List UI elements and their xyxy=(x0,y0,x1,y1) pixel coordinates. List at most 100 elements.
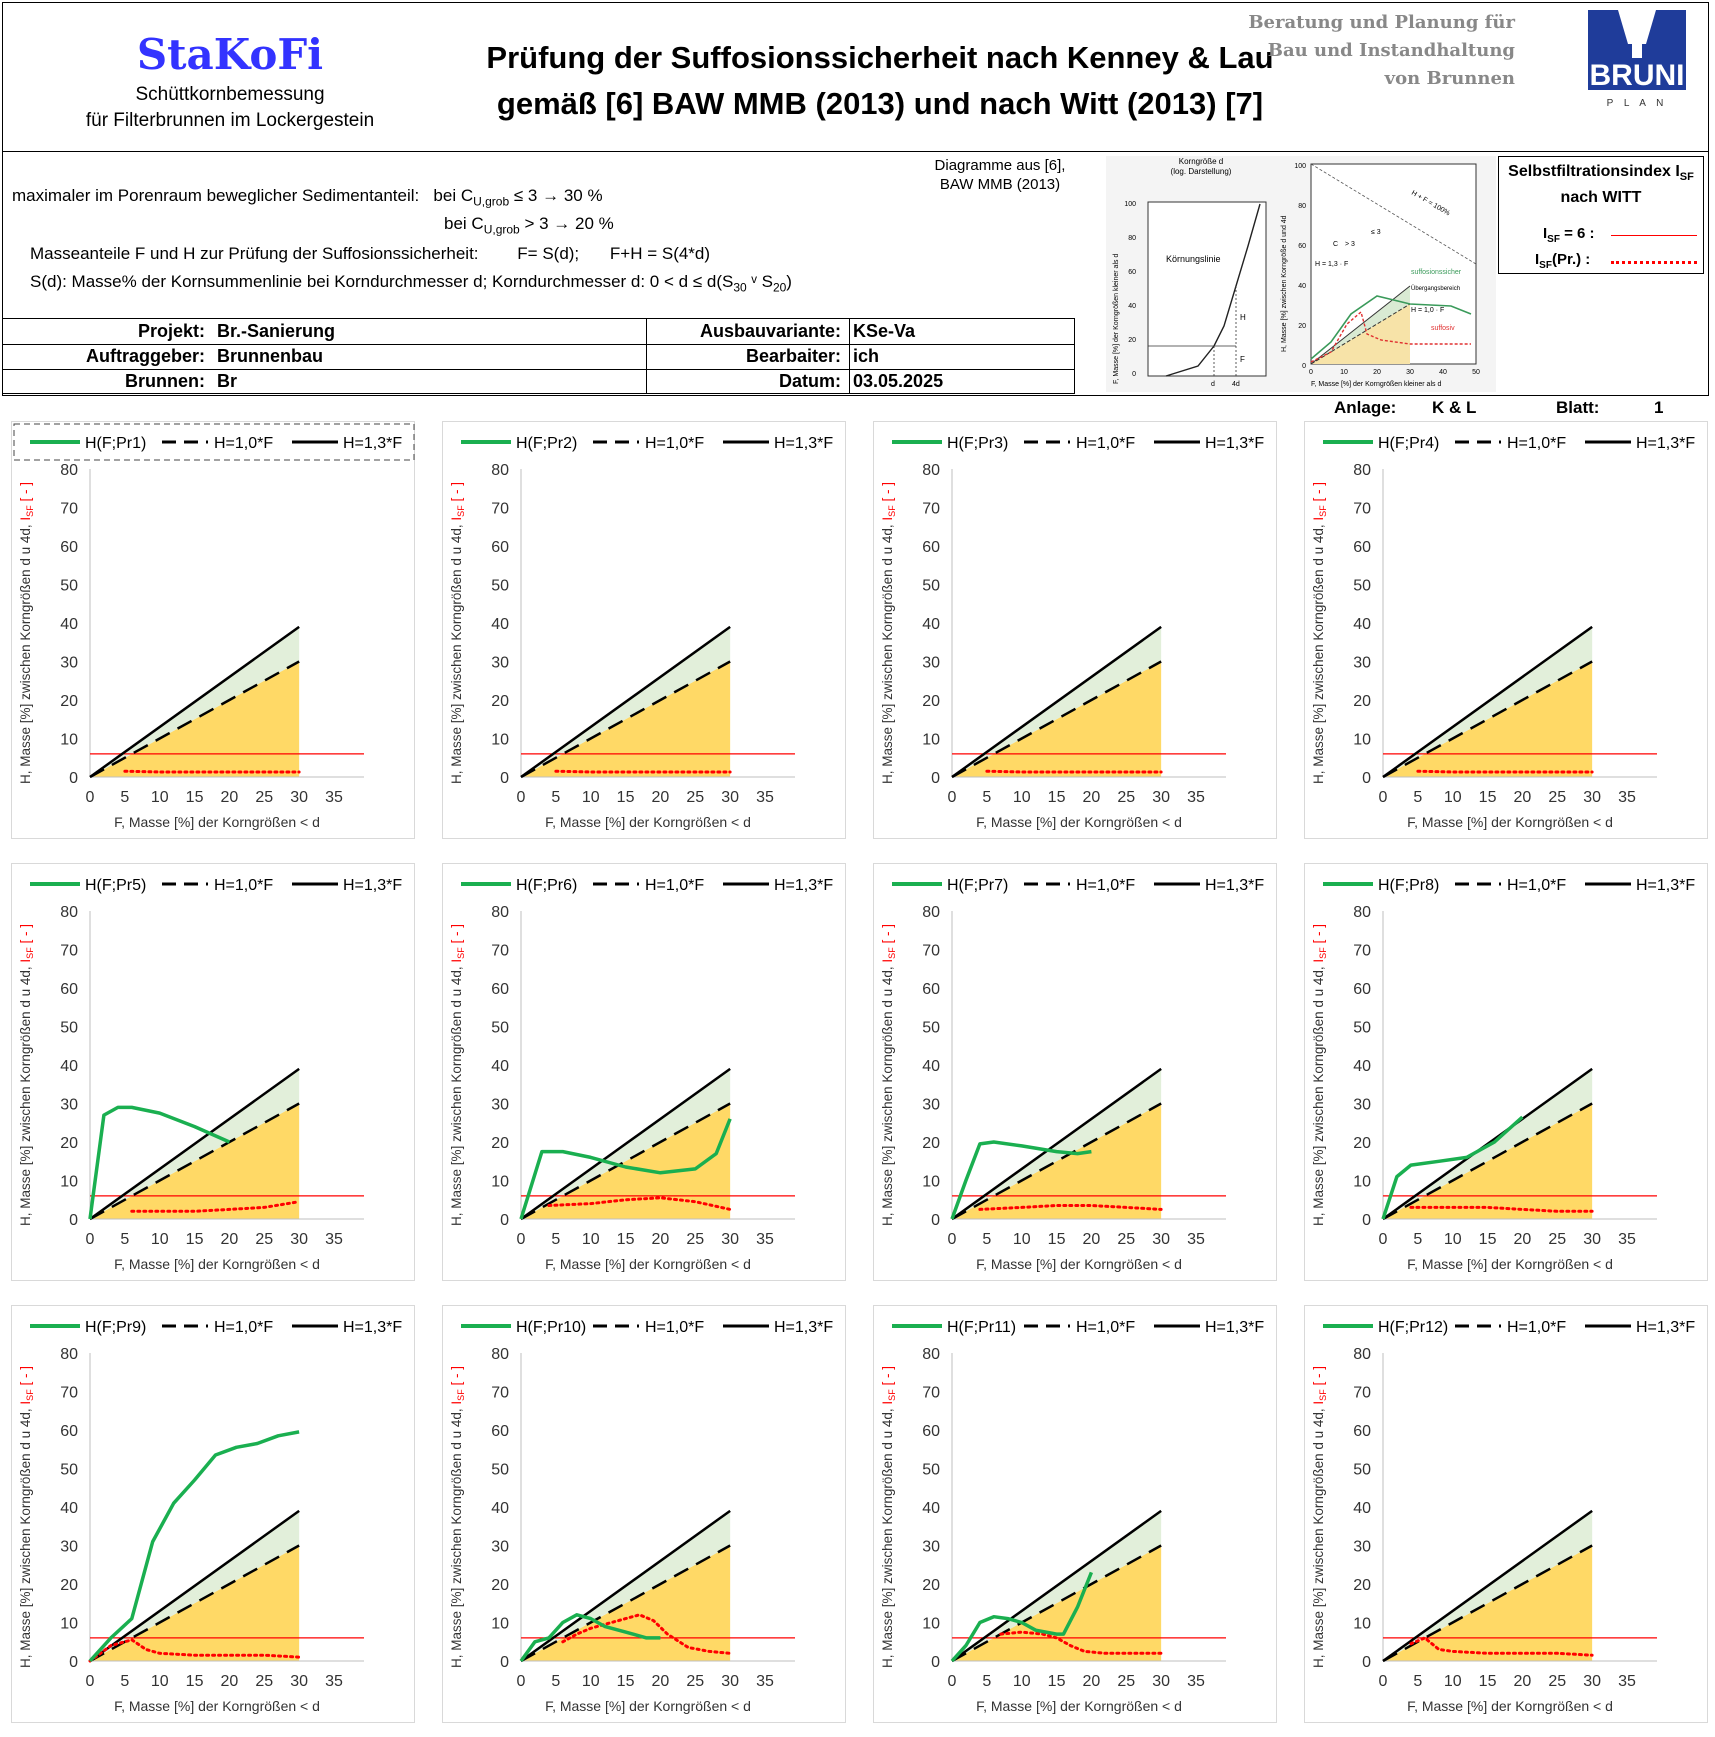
svg-text:80: 80 xyxy=(1128,235,1136,242)
legend-label-h13: H=1,3*F xyxy=(1636,1319,1695,1336)
y-tick-label: 30 xyxy=(1353,1539,1371,1556)
chart-svg: H(F;Pr5) H=1,0*F H=1,3*F 0 10 20 30 40 50 60 70 80 0… xyxy=(18,877,402,1272)
y-axis-label-isf: I xyxy=(880,517,895,521)
legend-label-h: H(F;Pr7) xyxy=(947,877,1008,894)
x-tick-label: 15 xyxy=(1479,1231,1497,1248)
witt-row-2-label: ISF(Pr.) : xyxy=(1535,251,1591,271)
x-tick-label: 0 xyxy=(86,789,95,806)
y-tick-label: 30 xyxy=(60,655,78,672)
y-tick-label: 30 xyxy=(60,1097,78,1114)
chart-svg: H(F;Pr1) H=1,0*F H=1,3*F 0 10 20 30 40 50 60 70 80 0… xyxy=(13,423,415,830)
legend-label-h10: H=1,0*F xyxy=(1507,1319,1566,1336)
y-axis-label: H, Masse [%] zwischen Korngrößen d u 4d,… xyxy=(449,482,466,784)
datum-label: Datum: xyxy=(779,371,841,391)
y-tick-label: 20 xyxy=(60,1135,78,1152)
ref-left-top-label-1: Korngröße d xyxy=(1179,157,1223,166)
x-tick-label: 20 xyxy=(1514,789,1532,806)
x-tick-label: 10 xyxy=(582,789,600,806)
x-tick-label: 10 xyxy=(1444,1231,1462,1248)
y-tick-label: 70 xyxy=(491,501,509,518)
y-tick-label: 0 xyxy=(1362,1654,1371,1671)
chart-panel-6: H(F;Pr6) H=1,0*F H=1,3*F 0 10 20 30 40 50 60 70 80 0… xyxy=(442,863,846,1281)
svg-text:10: 10 xyxy=(1340,369,1348,376)
datum-value: 03.05.2025 xyxy=(853,371,944,391)
y-tick-label: 40 xyxy=(1353,1058,1371,1075)
chart-panel-8: H(F;Pr8) H=1,0*F H=1,3*F 0 10 20 30 40 50 60 70 80 0… xyxy=(1304,863,1708,1281)
series-isf-pr xyxy=(123,769,301,774)
line-h-1-3-f xyxy=(89,625,300,779)
x-tick-label: 30 xyxy=(1152,1673,1170,1690)
x-tick-label: 15 xyxy=(617,789,635,806)
chart-legend: H(F;Pr10) H=1,0*F H=1,3*F xyxy=(461,1319,833,1336)
legend-label-h13: H=1,3*F xyxy=(343,435,402,452)
legend-label-h13: H=1,3*F xyxy=(774,877,833,894)
y-tick-label: 20 xyxy=(922,693,940,710)
y-tick-label: 70 xyxy=(1353,943,1371,960)
y-axis-label-isf-unit: [ - ] xyxy=(449,924,464,947)
y-tick-label: 80 xyxy=(1353,462,1371,479)
x-tick-label: 25 xyxy=(255,1231,273,1248)
witt-title: Selbstfiltrationsindex ISF xyxy=(1508,163,1694,184)
svg-text:80: 80 xyxy=(1298,203,1306,210)
bruni-logo-text: BRUNI xyxy=(1590,59,1685,92)
legend-label-h10: H=1,0*F xyxy=(645,435,704,452)
x-tick-label: 5 xyxy=(551,1673,560,1690)
x-tick-label: 15 xyxy=(1048,1673,1066,1690)
zone-suffosive xyxy=(952,661,1162,777)
y-tick-label: 60 xyxy=(922,539,940,556)
line-h-1-3-f xyxy=(1382,625,1593,779)
y-tick-label: 40 xyxy=(922,1058,940,1075)
x-tick-label: 15 xyxy=(617,1231,635,1248)
svg-text:H: H xyxy=(1240,313,1246,322)
x-tick-label: 25 xyxy=(1117,1673,1135,1690)
chart-legend: H(F;Pr12) H=1,0*F H=1,3*F xyxy=(1323,1319,1695,1336)
svg-text:40: 40 xyxy=(1298,283,1306,290)
x-tick-label: 15 xyxy=(186,1231,204,1248)
line-h-1-0-f xyxy=(89,660,300,779)
legend-label-h10: H=1,0*F xyxy=(214,435,273,452)
y-tick-label: 40 xyxy=(922,616,940,633)
y-axis-label: H, Masse [%] zwischen Korngrößen d u 4d,… xyxy=(1311,1366,1328,1668)
x-tick-label: 30 xyxy=(290,1231,308,1248)
brand-line-3: von Brunnen xyxy=(1384,68,1515,89)
y-tick-label: 30 xyxy=(1353,1097,1371,1114)
legend-label-h: H(F;Pr4) xyxy=(1378,435,1439,452)
x-tick-label: 0 xyxy=(1379,789,1388,806)
y-axis-label: H, Masse [%] zwischen Korngrößen d u 4d,… xyxy=(880,924,897,1226)
legend-label-h10: H=1,0*F xyxy=(1507,877,1566,894)
y-axis-label-isf-sub: SF xyxy=(1318,505,1328,517)
auftraggeber-value: Brunnenbau xyxy=(217,346,323,366)
x-tick-label: 15 xyxy=(617,1673,635,1690)
x-axis-label: F, Masse [%] der Korngrößen < d xyxy=(114,1698,320,1714)
y-tick-label: 70 xyxy=(60,1385,78,1402)
line-h-1-0-f xyxy=(89,1102,300,1221)
legend-label-h13: H=1,3*F xyxy=(1636,877,1695,894)
y-axis-label: H, Masse [%] zwischen Korngrößen d u 4d,… xyxy=(449,924,466,1226)
y-axis-label: H, Masse [%] zwischen Korngrößen d u 4d,… xyxy=(449,1366,466,1668)
chart-panel-7: H(F;Pr7) H=1,0*F H=1,3*F 0 10 20 30 40 50 60 70 80 0… xyxy=(873,863,1277,1281)
y-tick-label: 80 xyxy=(60,462,78,479)
legend-label-h10: H=1,0*F xyxy=(1076,1319,1135,1336)
chart-svg: H(F;Pr4) H=1,0*F H=1,3*F 0 10 20 30 40 50 60 70 80 0… xyxy=(1311,435,1695,830)
y-axis-label-isf-unit: [ - ] xyxy=(18,482,33,505)
y-tick-label: 60 xyxy=(491,539,509,556)
legend-label-h13: H=1,3*F xyxy=(343,1319,402,1336)
y-tick-label: 50 xyxy=(491,1020,509,1037)
y-tick-label: 60 xyxy=(491,1423,509,1440)
x-tick-label: 5 xyxy=(551,1231,560,1248)
line-h-1-3-f xyxy=(89,1509,300,1663)
svg-text:100: 100 xyxy=(1294,163,1306,170)
y-axis-label-isf: I xyxy=(880,1401,895,1405)
chart-panel-12: H(F;Pr12) H=1,0*F H=1,3*F 0 10 20 30 40 50 60 70 80… xyxy=(1304,1305,1708,1723)
series-isf-pr xyxy=(88,1638,301,1663)
line-h-1-0-f xyxy=(951,660,1162,779)
y-axis-label-main: H, Masse [%] zwischen Korngrößen d u 4d, xyxy=(18,521,33,784)
y-tick-label: 70 xyxy=(922,1385,940,1402)
y-tick-label: 50 xyxy=(1353,1020,1371,1037)
legend-label-h: H(F;Pr1) xyxy=(85,435,146,452)
y-tick-label: 20 xyxy=(491,1135,509,1152)
info-line-3: Masseanteile F und H zur Prüfung der Suf… xyxy=(30,244,711,263)
y-tick-label: 60 xyxy=(1353,1423,1371,1440)
y-axis-label-isf: I xyxy=(1311,1401,1326,1405)
ausbau-value: KSe-Va xyxy=(853,321,916,341)
